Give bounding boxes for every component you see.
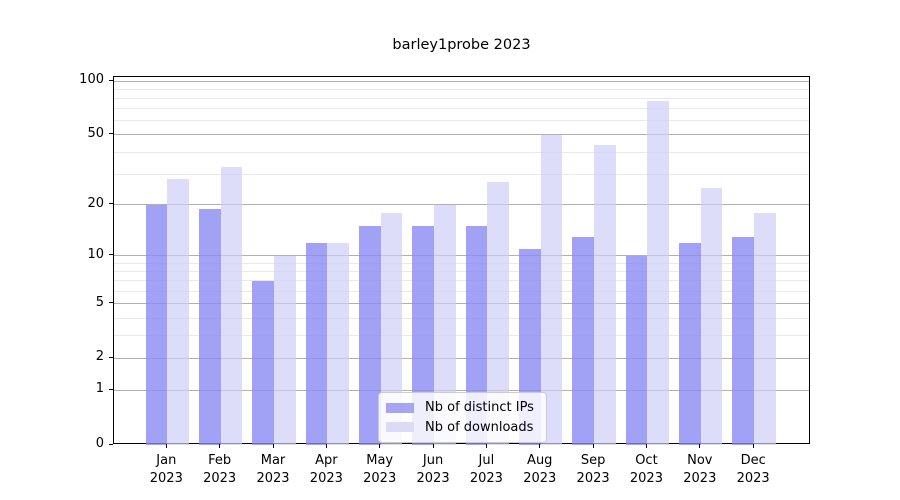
- x-tick-label-feb: Feb 2023: [203, 453, 237, 486]
- y-tick-mark: [109, 443, 113, 445]
- gridline-minor-9: [114, 262, 809, 264]
- x-tick-label-may: May 2023: [363, 453, 397, 486]
- y-tick-mark: [109, 388, 113, 390]
- bar-ips-oct-2023: [625, 255, 648, 445]
- y-tick-mark: [109, 356, 113, 358]
- x-tick-mark: [752, 444, 754, 448]
- y-tick-label-10: 10: [87, 246, 104, 262]
- chart-title: barley1probe 2023: [392, 37, 531, 53]
- bar-ips-sep-2023: [572, 236, 595, 445]
- bar-downloads-nov-2023: [700, 188, 723, 445]
- bar-ips-mar-2023: [252, 280, 274, 445]
- bar-downloads-jan-2023: [167, 179, 189, 445]
- x-tick-label-dec: Dec 2023: [736, 453, 770, 486]
- legend: Nb of distinct IPs Nb of downloads: [378, 392, 547, 443]
- bar-downloads-feb-2023: [220, 166, 243, 445]
- gridline-major-2: [114, 357, 809, 359]
- gridline-minor-90: [114, 88, 809, 90]
- bar-ips-apr-2023: [305, 242, 328, 445]
- x-tick-label-apr: Apr 2023: [309, 453, 343, 486]
- y-tick-label-0: 0: [95, 436, 104, 451]
- bar-downloads-may-2023: [380, 212, 403, 445]
- x-tick-mark: [325, 444, 327, 448]
- x-tick-label-oct: Oct 2023: [629, 453, 663, 486]
- gridline-minor-80: [114, 97, 809, 99]
- legend-item-downloads: Nb of downloads: [386, 418, 537, 438]
- x-tick-mark: [699, 444, 701, 448]
- y-tick-mark: [109, 133, 113, 135]
- gridline-minor-6: [114, 291, 809, 293]
- y-tick-mark: [109, 254, 113, 256]
- y-tick-label-2: 2: [95, 349, 104, 365]
- bar-downloads-jun-2023: [434, 204, 456, 445]
- gridline-major-5: [114, 303, 809, 305]
- x-tick-mark: [219, 444, 221, 448]
- bar-ips-jul-2023: [465, 226, 488, 445]
- gridline-major-50: [114, 134, 809, 136]
- legend-item-ips: Nb of distinct IPs: [386, 398, 537, 418]
- bar-downloads-jul-2023: [487, 182, 510, 445]
- gridline-minor-40: [114, 151, 809, 153]
- x-tick-label-jun: Jun 2023: [416, 453, 450, 486]
- x-tick-mark: [539, 444, 541, 448]
- gridline-major-100: [114, 80, 809, 82]
- y-tick-mark: [109, 79, 113, 81]
- x-tick-label-mar: Mar 2023: [256, 453, 290, 486]
- y-tick-label-100: 100: [79, 72, 104, 87]
- x-tick-label-nov: Nov 2023: [683, 453, 717, 486]
- gridline-major-1: [114, 389, 809, 391]
- y-tick-label-5: 5: [95, 294, 104, 310]
- gridline-minor-8: [114, 271, 809, 273]
- x-tick-mark: [272, 444, 274, 448]
- bar-downloads-dec-2023: [754, 212, 776, 445]
- gridline-minor-60: [114, 120, 809, 122]
- x-tick-label-aug: Aug 2023: [523, 453, 557, 486]
- bar-ips-jun-2023: [412, 226, 435, 445]
- x-tick-mark: [645, 444, 647, 448]
- bar-downloads-oct-2023: [647, 101, 670, 445]
- bar-downloads-apr-2023: [327, 242, 350, 445]
- bar-ips-feb-2023: [198, 208, 221, 445]
- bar-ips-may-2023: [359, 226, 381, 445]
- bar-downloads-aug-2023: [540, 134, 563, 445]
- x-tick-mark: [432, 444, 434, 448]
- x-tick-mark: [165, 444, 167, 448]
- bar-downloads-mar-2023: [274, 255, 296, 445]
- gridline-minor-4: [114, 317, 809, 319]
- x-tick-label-jan: Jan 2023: [149, 453, 183, 486]
- bar-ips-jan-2023: [145, 204, 168, 445]
- legend-label-ips: Nb of distinct IPs: [425, 400, 534, 416]
- gridline-major-20: [114, 204, 809, 206]
- x-tick-mark: [379, 444, 381, 448]
- x-tick-label-jul: Jul 2023: [469, 453, 503, 486]
- x-tick-mark: [592, 444, 594, 448]
- legend-swatch-ips-icon: [386, 402, 414, 413]
- gridline-minor-7: [114, 280, 809, 282]
- bar-ips-nov-2023: [679, 242, 701, 445]
- legend-swatch-downloads-icon: [386, 422, 414, 433]
- gridline-minor-70: [114, 108, 809, 110]
- x-tick-mark: [485, 444, 487, 448]
- gridline-minor-30: [114, 173, 809, 175]
- y-tick-label-50: 50: [87, 125, 104, 141]
- y-tick-label-20: 20: [87, 195, 104, 211]
- x-tick-label-sep: Sep 2023: [576, 453, 610, 486]
- y-tick-label-1: 1: [95, 381, 104, 397]
- y-tick-mark: [109, 203, 113, 205]
- bar-ips-dec-2023: [732, 236, 755, 445]
- y-tick-mark: [109, 302, 113, 304]
- legend-label-downloads: Nb of downloads: [425, 419, 534, 435]
- plot-area: [113, 75, 810, 445]
- gridline-major-10: [114, 255, 809, 257]
- bar-downloads-sep-2023: [594, 144, 616, 445]
- gridline-minor-3: [114, 335, 809, 337]
